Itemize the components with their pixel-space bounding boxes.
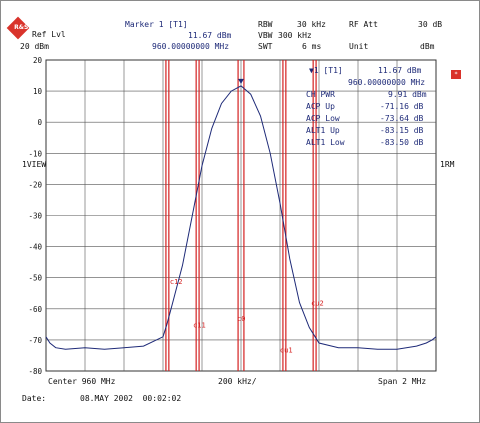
y-tick-labels: 20 10 0 -10 -20 -30 -40 -50 -60 -70 -80 — [28, 56, 42, 376]
y-tick-label: -70 — [28, 336, 42, 345]
y-tick-label: -50 — [28, 274, 42, 283]
rf-att-value: 30 dB — [418, 20, 443, 29]
channel-annotation: cu2 — [311, 300, 324, 308]
rf-att-label: RF Att — [349, 20, 378, 29]
channel-annotation: c12 — [170, 278, 183, 286]
trace-line — [45, 85, 437, 350]
unit-value: dBm — [420, 42, 435, 51]
channel-annotation: cu1 — [280, 346, 293, 354]
rm-label: 1RM — [440, 160, 455, 169]
y-tick-label: -60 — [28, 305, 42, 314]
unit-label: Unit — [349, 42, 369, 51]
date-value: 08.MAY 2002 00:02:02 — [80, 394, 182, 403]
y-tick-label: -30 — [28, 212, 42, 221]
channel-annotations: c12 c11 c0 cu1 cu2 — [170, 278, 324, 354]
swt-value: 6 ms — [302, 42, 322, 51]
ref-lvl-value: 20 dBm — [20, 42, 49, 51]
y-tick-label: -10 — [28, 149, 42, 158]
readout-row-4-label: ALT1 Low — [306, 138, 345, 147]
readout-marker-value: 11.67 dBm — [378, 66, 422, 75]
readout-row-0-value: 9.91 dBm — [388, 90, 427, 99]
readout-row-1-label: ACP Up — [306, 102, 335, 111]
marker-triangle-icon — [238, 78, 244, 84]
readout-row-3-value: -83.15 dB — [380, 126, 424, 135]
view-label: 1VIEW — [22, 160, 47, 169]
readout-marker-label: ▼1 [T1] — [309, 66, 343, 75]
vbw-label: VBW — [258, 31, 273, 40]
vbw-value: 300 kHz — [278, 31, 312, 40]
center-freq: Center 960 MHz — [48, 377, 116, 386]
span-label: Span 2 MHz — [378, 377, 427, 386]
grid — [46, 60, 436, 371]
rbw-value: 30 kHz — [297, 20, 326, 29]
date-label: Date: — [22, 394, 47, 403]
y-tick-label: 0 — [37, 118, 42, 127]
readout-row-3-label: ALT1 Up — [306, 126, 340, 135]
readout-row-0-label: CH PWR — [306, 90, 335, 99]
channel-lines — [165, 60, 317, 371]
ref-lvl-label: Ref Lvl — [32, 30, 66, 39]
rbw-label: RBW — [258, 20, 273, 29]
channel-annotation: c0 — [237, 315, 245, 323]
y-tick-label: -40 — [28, 243, 42, 252]
y-tick-label: -80 — [28, 367, 42, 376]
marker-1 — [238, 78, 244, 84]
div-label: 200 kHz/ — [218, 377, 257, 386]
readout-row-2-value: -73.64 dB — [380, 114, 424, 123]
marker-freq: 960.00000000 MHz — [152, 42, 230, 51]
swt-label: SWT — [258, 42, 273, 51]
marker-flag-icon: * — [451, 70, 461, 79]
readout-row-4-value: -83.50 dB — [380, 138, 424, 147]
marker-title: Marker 1 [T1] — [125, 20, 188, 29]
y-tick-label: -20 — [28, 180, 42, 189]
y-tick-label: 10 — [33, 87, 43, 96]
marker-level: 11.67 dBm — [188, 31, 232, 40]
y-tick-label: 20 — [33, 56, 43, 65]
readout-row-1-value: -71.16 dB — [380, 102, 424, 111]
readout-row-2-label: ACP Low — [306, 114, 340, 123]
readout-freq: 960.00000000 MHz — [348, 78, 426, 87]
channel-annotation: c11 — [193, 321, 206, 329]
